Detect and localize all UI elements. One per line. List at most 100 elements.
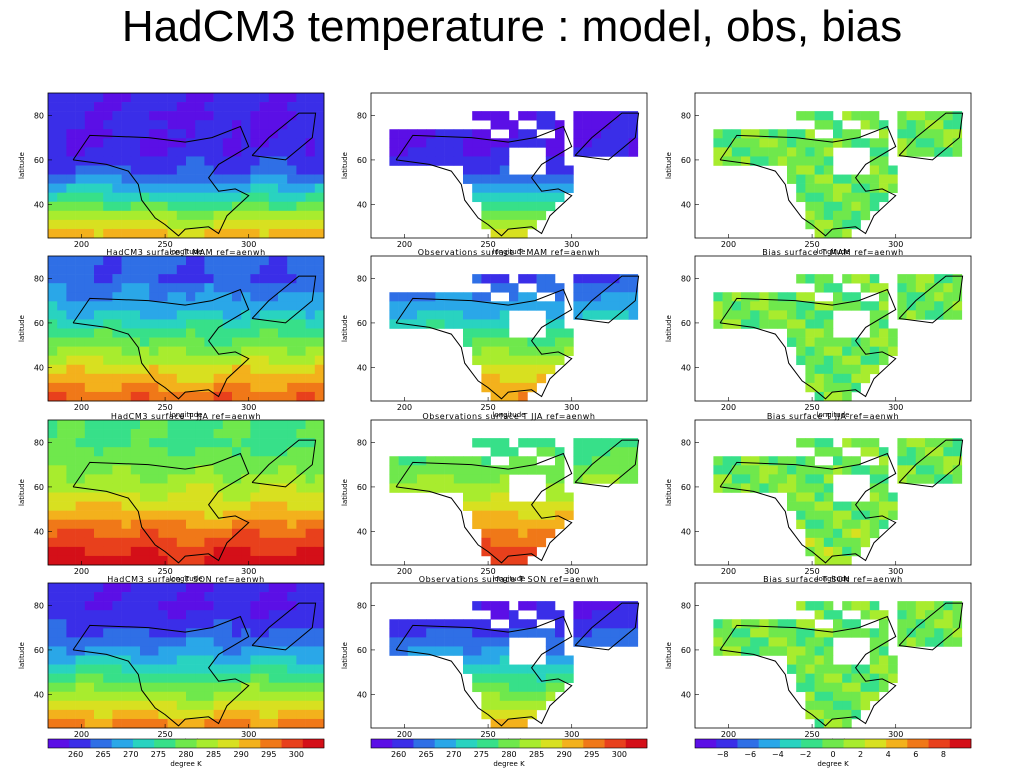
colorbar-swatch <box>843 739 866 748</box>
heat-cell <box>805 546 815 557</box>
heat-cell <box>407 292 418 302</box>
heat-cell <box>481 274 491 284</box>
heat-cell <box>741 474 751 484</box>
heat-cell <box>66 210 76 221</box>
heat-cell <box>545 283 556 293</box>
heat-cell <box>768 465 779 475</box>
heat-cell <box>934 456 944 466</box>
heat-cell <box>499 111 510 121</box>
colorbar-swatch <box>392 739 414 748</box>
heat-cell <box>112 601 122 611</box>
heat-cell <box>213 111 224 121</box>
heat-cell <box>287 619 297 629</box>
x-tick-label: 300 <box>564 240 579 249</box>
heat-cell <box>796 519 806 530</box>
heat-cell <box>84 546 95 557</box>
heat-cell <box>472 483 482 493</box>
heat-cell <box>463 465 473 475</box>
heat-cell <box>94 700 104 711</box>
heat-cell <box>305 619 316 629</box>
heat-cell <box>149 111 159 121</box>
heat-cell <box>601 129 611 139</box>
heat-cell <box>768 619 779 629</box>
heat-cell <box>398 129 409 139</box>
heat-cell <box>268 438 279 448</box>
heat-cell <box>250 156 260 166</box>
heat-cell <box>204 310 214 320</box>
heat-cell <box>417 310 427 320</box>
heat-cell <box>57 483 67 493</box>
heat-cell <box>94 319 104 329</box>
heat-cell <box>582 283 593 293</box>
heat-cell <box>48 337 58 347</box>
heat-cell <box>121 637 132 647</box>
y-tick-label: 60 <box>34 646 44 655</box>
heat-cell <box>943 447 953 457</box>
heat-cell <box>796 301 806 311</box>
heat-cell <box>186 646 196 656</box>
heat-cell <box>610 147 620 157</box>
heat-cell <box>213 501 224 511</box>
heat-cell <box>204 555 214 566</box>
heat-cell <box>121 429 132 439</box>
heat-cell <box>722 310 733 320</box>
heat-cell <box>925 120 935 130</box>
heat-cell <box>490 283 501 293</box>
heat-cell <box>140 102 150 112</box>
heat-cell <box>57 655 67 665</box>
heat-cell <box>57 319 67 329</box>
heat-cell <box>176 691 187 702</box>
heat-cell <box>915 138 926 148</box>
heat-cell <box>222 465 233 475</box>
heat-cell <box>176 328 187 338</box>
heat-cell <box>75 528 86 539</box>
heat-cell <box>527 346 537 356</box>
heat-cell <box>186 301 196 311</box>
heat-cell <box>213 355 224 366</box>
heat-cell <box>389 619 399 629</box>
heat-cell <box>833 346 843 356</box>
heat-cell <box>851 129 861 139</box>
heat-cell <box>287 373 297 384</box>
heat-cell <box>195 592 205 602</box>
heat-cell <box>591 310 602 320</box>
heat-cell <box>268 319 279 329</box>
heat-cell <box>796 628 806 638</box>
heat-cell <box>66 619 76 629</box>
heat-cell <box>84 619 95 629</box>
heat-cell <box>823 283 834 293</box>
heat-cell <box>879 301 889 311</box>
heat-cell <box>278 319 288 329</box>
heat-cell <box>814 337 825 347</box>
heat-cell <box>869 283 880 293</box>
heat-cell <box>842 546 852 557</box>
heat-cell <box>314 474 325 484</box>
heat-cell <box>314 310 325 320</box>
heat-cell <box>112 174 122 184</box>
heat-cell <box>140 111 150 121</box>
heat-cell <box>925 438 935 448</box>
heat-cell <box>915 465 926 475</box>
colorbar-tick-label: 275 <box>474 750 489 759</box>
heat-cell <box>186 664 196 674</box>
heat-cell <box>481 373 491 384</box>
heat-cell <box>204 219 214 230</box>
heat-cells <box>48 256 325 402</box>
heat-cell <box>140 655 150 665</box>
heat-cell <box>490 328 501 338</box>
colorbar-tick-label: 300 <box>289 750 304 759</box>
heat-cell <box>860 447 871 457</box>
heat-cell <box>232 183 242 193</box>
heat-cell <box>768 474 779 484</box>
heat-cell <box>453 301 464 311</box>
heat-cell <box>851 519 861 530</box>
heat-cell <box>112 382 122 393</box>
heat-cell <box>509 292 519 302</box>
heat-cell <box>112 537 122 548</box>
heat-cell <box>934 438 944 448</box>
heat-cell <box>499 664 510 674</box>
coastline <box>72 288 250 400</box>
heat-cell <box>925 628 935 638</box>
heat-cell <box>121 120 132 130</box>
